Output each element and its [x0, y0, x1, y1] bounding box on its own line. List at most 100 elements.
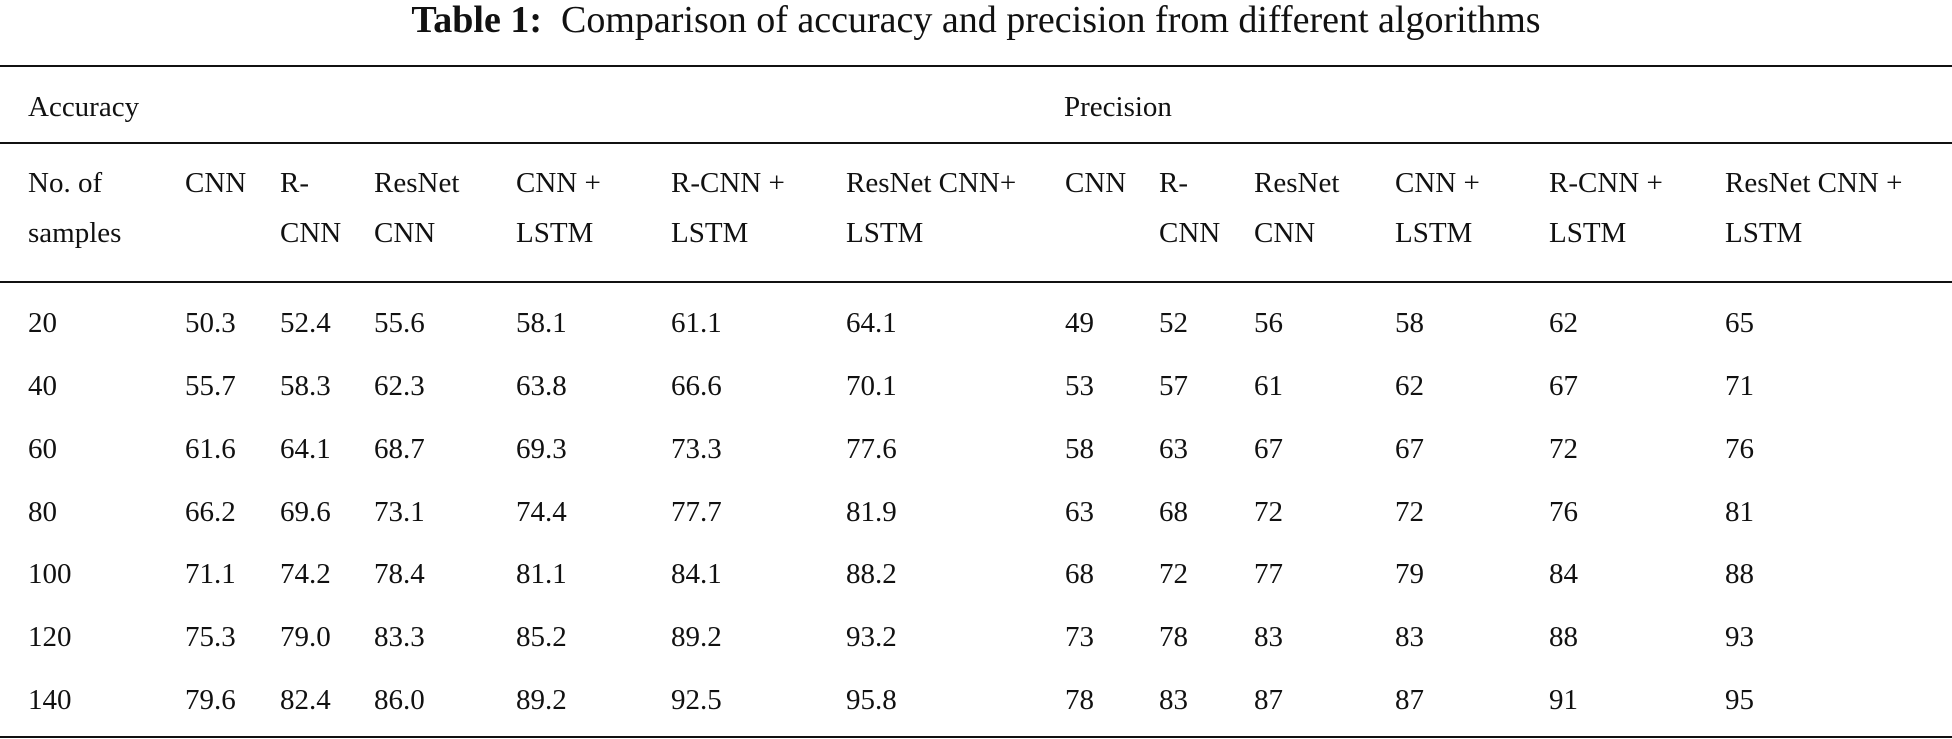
value-cell-acc-cnn: 50.3 — [185, 307, 236, 339]
value-cell-acc-rcnn: 64.1 — [280, 433, 331, 465]
sample-count-cell: 20 — [28, 307, 57, 339]
value-cell-acc-cnn: 75.3 — [185, 621, 236, 653]
column-header-line: LSTM — [1549, 217, 1627, 249]
value-cell-prec-rcnn: 68 — [1159, 496, 1188, 528]
column-header-prec-cnn: CNN — [1065, 158, 1126, 208]
column-header-line: LSTM — [1395, 217, 1473, 249]
column-header-line: ResNet CNN+ — [846, 167, 1017, 199]
column-header-prec-rcnn-lstm: R-CNN + LSTM — [1549, 158, 1663, 258]
column-header-prec-cnn-lstm: CNN + LSTM — [1395, 158, 1480, 258]
value-cell-prec-resnet-cnn: 61 — [1254, 370, 1283, 402]
value-cell-acc-rcnn: 74.2 — [280, 558, 331, 590]
value-cell-acc-resnet-cnn: 83.3 — [374, 621, 425, 653]
value-cell-acc-cnn-lstm: 74.4 — [516, 496, 567, 528]
column-header-line: LSTM — [671, 217, 749, 249]
value-cell-acc-rcnn-lstm: 77.7 — [671, 496, 722, 528]
table-caption-label: Table 1: — [411, 0, 542, 41]
value-cell-acc-rcnn-lstm: 73.3 — [671, 433, 722, 465]
column-header-line: R- — [280, 167, 309, 199]
value-cell-prec-rcnn: 63 — [1159, 433, 1188, 465]
value-cell-acc-cnn-lstm: 81.1 — [516, 558, 567, 590]
column-header-line: ResNet — [374, 167, 460, 199]
column-header-acc-resnet-cnn: ResNet CNN — [374, 158, 459, 258]
column-header-line: R-CNN + — [671, 167, 785, 199]
sample-count-cell: 120 — [28, 621, 72, 653]
value-cell-prec-resnet-cnn-lstm: 71 — [1725, 370, 1754, 402]
value-cell-prec-rcnn-lstm: 72 — [1549, 433, 1578, 465]
value-cell-prec-cnn: 73 — [1065, 621, 1094, 653]
value-cell-acc-resnet-cnn-lstm: 70.1 — [846, 370, 897, 402]
value-cell-acc-resnet-cnn: 55.6 — [374, 307, 425, 339]
table-bottom-rule — [0, 736, 1952, 738]
column-header-line: R- — [1159, 167, 1188, 199]
value-cell-prec-rcnn: 57 — [1159, 370, 1188, 402]
value-cell-prec-resnet-cnn: 87 — [1254, 684, 1283, 716]
value-cell-prec-rcnn: 72 — [1159, 558, 1188, 590]
column-header-acc-cnn: CNN — [185, 158, 246, 208]
group-header-rule — [0, 142, 1952, 144]
value-cell-prec-cnn-lstm: 79 — [1395, 558, 1424, 590]
value-cell-prec-resnet-cnn-lstm: 65 — [1725, 307, 1754, 339]
value-cell-prec-cnn-lstm: 87 — [1395, 684, 1424, 716]
column-header-line: LSTM — [846, 217, 924, 249]
value-cell-acc-cnn-lstm: 85.2 — [516, 621, 567, 653]
value-cell-acc-rcnn: 69.6 — [280, 496, 331, 528]
value-cell-prec-rcnn: 52 — [1159, 307, 1188, 339]
value-cell-acc-rcnn: 79.0 — [280, 621, 331, 653]
value-cell-prec-cnn: 63 — [1065, 496, 1094, 528]
column-header-line: ResNet — [1254, 167, 1340, 199]
value-cell-acc-resnet-cnn: 68.7 — [374, 433, 425, 465]
sample-count-cell: 80 — [28, 496, 57, 528]
column-header-acc-resnet-cnn-lstm: ResNet CNN+ LSTM — [846, 158, 1016, 258]
column-header-rule — [0, 281, 1952, 283]
value-cell-acc-cnn-lstm: 58.1 — [516, 307, 567, 339]
value-cell-acc-rcnn-lstm: 89.2 — [671, 621, 722, 653]
column-header-line: CNN — [280, 217, 342, 249]
value-cell-acc-rcnn-lstm: 61.1 — [671, 307, 722, 339]
value-cell-acc-resnet-cnn: 62.3 — [374, 370, 425, 402]
value-cell-prec-cnn: 49 — [1065, 307, 1094, 339]
value-cell-prec-cnn: 68 — [1065, 558, 1094, 590]
column-header-acc-cnn-lstm: CNN + LSTM — [516, 158, 601, 258]
value-cell-prec-resnet-cnn: 56 — [1254, 307, 1283, 339]
value-cell-acc-resnet-cnn: 86.0 — [374, 684, 425, 716]
table-top-rule — [0, 65, 1952, 67]
column-header-line: No. of — [28, 167, 103, 199]
value-cell-prec-rcnn-lstm: 88 — [1549, 621, 1578, 653]
value-cell-prec-rcnn: 78 — [1159, 621, 1188, 653]
column-header-line: CNN — [1065, 167, 1127, 199]
sample-count-cell: 100 — [28, 558, 72, 590]
column-header-line: samples — [28, 217, 122, 249]
column-header-line: LSTM — [516, 217, 594, 249]
value-cell-acc-cnn: 79.6 — [185, 684, 236, 716]
column-header-line: CNN — [185, 167, 247, 199]
value-cell-acc-resnet-cnn-lstm: 88.2 — [846, 558, 897, 590]
column-header-line: CNN + — [1395, 167, 1480, 199]
column-header-line: R-CNN + — [1549, 167, 1663, 199]
column-header-acc-rcnn: R- CNN — [280, 158, 341, 258]
value-cell-acc-resnet-cnn-lstm: 95.8 — [846, 684, 897, 716]
column-header-prec-resnet-cnn: ResNet CNN — [1254, 158, 1339, 258]
value-cell-acc-cnn-lstm: 63.8 — [516, 370, 567, 402]
value-cell-prec-resnet-cnn-lstm: 93 — [1725, 621, 1754, 653]
value-cell-acc-cnn: 55.7 — [185, 370, 236, 402]
table-caption: Table 1: Comparison of accuracy and prec… — [0, 0, 1952, 52]
value-cell-acc-resnet-cnn: 73.1 — [374, 496, 425, 528]
value-cell-acc-rcnn-lstm: 66.6 — [671, 370, 722, 402]
value-cell-prec-rcnn-lstm: 76 — [1549, 496, 1578, 528]
value-cell-prec-resnet-cnn: 72 — [1254, 496, 1283, 528]
column-header-line: ResNet CNN + — [1725, 167, 1903, 199]
value-cell-prec-resnet-cnn: 77 — [1254, 558, 1283, 590]
value-cell-prec-rcnn-lstm: 67 — [1549, 370, 1578, 402]
value-cell-prec-cnn-lstm: 83 — [1395, 621, 1424, 653]
column-header-line: CNN + — [516, 167, 601, 199]
value-cell-prec-resnet-cnn-lstm: 88 — [1725, 558, 1754, 590]
group-header-accuracy: Accuracy — [28, 91, 140, 123]
column-header-line: CNN — [1254, 217, 1316, 249]
value-cell-acc-rcnn: 82.4 — [280, 684, 331, 716]
value-cell-acc-rcnn: 58.3 — [280, 370, 331, 402]
value-cell-prec-rcnn-lstm: 62 — [1549, 307, 1578, 339]
table-caption-text: Comparison of accuracy and precision fro… — [560, 0, 1541, 41]
value-cell-acc-cnn: 66.2 — [185, 496, 236, 528]
value-cell-acc-rcnn-lstm: 92.5 — [671, 684, 722, 716]
